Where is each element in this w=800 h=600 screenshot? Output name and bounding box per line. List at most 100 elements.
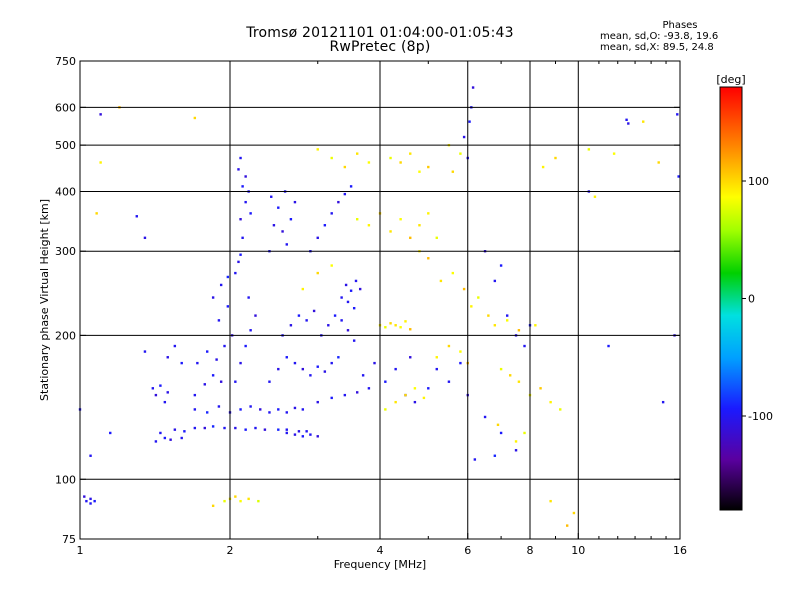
data-point [247,497,250,501]
data-point [418,224,421,227]
data-point [451,170,455,173]
data-point [193,408,197,411]
phases-stats-o-row: mean, sd,O: -93.8, 19.6 [600,31,720,42]
data-point [301,367,305,371]
data-point [99,161,102,164]
data-point [459,361,462,365]
data-point [499,264,503,267]
data-point [346,329,350,332]
data-point [211,504,215,508]
x-tick-label: 10 [571,544,585,557]
data-point [487,314,490,317]
data-point [493,279,497,283]
data-point [254,426,257,430]
colorbar-tick-label: -100 [748,410,773,423]
data-point [239,499,242,503]
data-point [316,435,319,438]
data-point [285,356,288,359]
data-point [239,156,242,160]
data-point [285,431,288,435]
data-point [223,426,226,430]
x-tick-label: 1 [77,544,84,557]
data-point [219,283,223,287]
x-tick-label: 16 [673,544,687,557]
data-point [676,113,679,116]
data-point [297,314,301,317]
data-point [330,156,333,160]
data-point [193,426,197,430]
data-point [93,499,96,503]
data-point [249,212,252,215]
data-point [180,436,183,440]
data-point [316,271,319,275]
data-point [247,296,250,299]
data-point [427,165,430,169]
data-point [268,411,271,414]
data-point [355,152,359,155]
data-point [471,86,475,89]
data-point [241,185,244,188]
data-point [143,236,147,240]
data-point [151,387,155,390]
data-point [409,328,412,331]
data-point [389,156,392,160]
data-point [340,319,343,322]
data-point [89,454,92,457]
colorbar-gradient [719,86,743,511]
data-point [404,393,407,397]
data-point [305,430,308,433]
data-point [234,271,237,275]
data-point [244,344,247,348]
data-point [343,192,347,196]
data-point [166,391,169,394]
data-point [373,361,376,365]
data-point [483,415,487,419]
data-point [340,296,343,299]
data-point [226,275,230,279]
data-point [257,499,260,503]
data-point [413,387,417,390]
data-point [217,319,221,322]
data-point [549,400,552,404]
data-point [505,319,509,322]
data-point [427,257,430,260]
data-point [477,296,480,299]
data-point [89,497,92,501]
y-tick-label: 500 [55,139,76,152]
data-point [226,305,230,308]
data-point [337,200,340,204]
data-point [354,279,358,283]
data-point [301,435,305,438]
data-point [394,400,397,404]
data-point [239,253,242,256]
colorbar-unit-label: [deg] [716,73,745,86]
data-point [384,326,387,329]
data-point [312,309,316,313]
data-point [367,224,371,227]
phases-stats-x-values: 89.5, 24.8 [662,42,714,53]
data-point [409,356,412,359]
data-point [263,428,267,431]
data-point [249,405,252,408]
data-point [493,454,497,457]
phases-stats-box: Phases mean, sd,O: -93.8, 19.6 mean, sd,… [600,20,720,53]
data-point [272,224,276,227]
data-point [173,428,177,431]
data-point [499,431,503,435]
data-point [85,499,88,503]
data-point [435,236,438,240]
data-point [565,524,569,527]
data-point [514,449,518,452]
data-point [447,380,451,383]
data-point [330,361,333,365]
data-point [293,406,297,410]
data-point [389,322,392,325]
data-point [352,339,356,342]
data-point [316,365,319,368]
data-point [330,396,333,400]
gridlines [80,61,680,539]
data-point [447,344,451,348]
data-point [346,300,350,304]
data-point [173,344,177,348]
